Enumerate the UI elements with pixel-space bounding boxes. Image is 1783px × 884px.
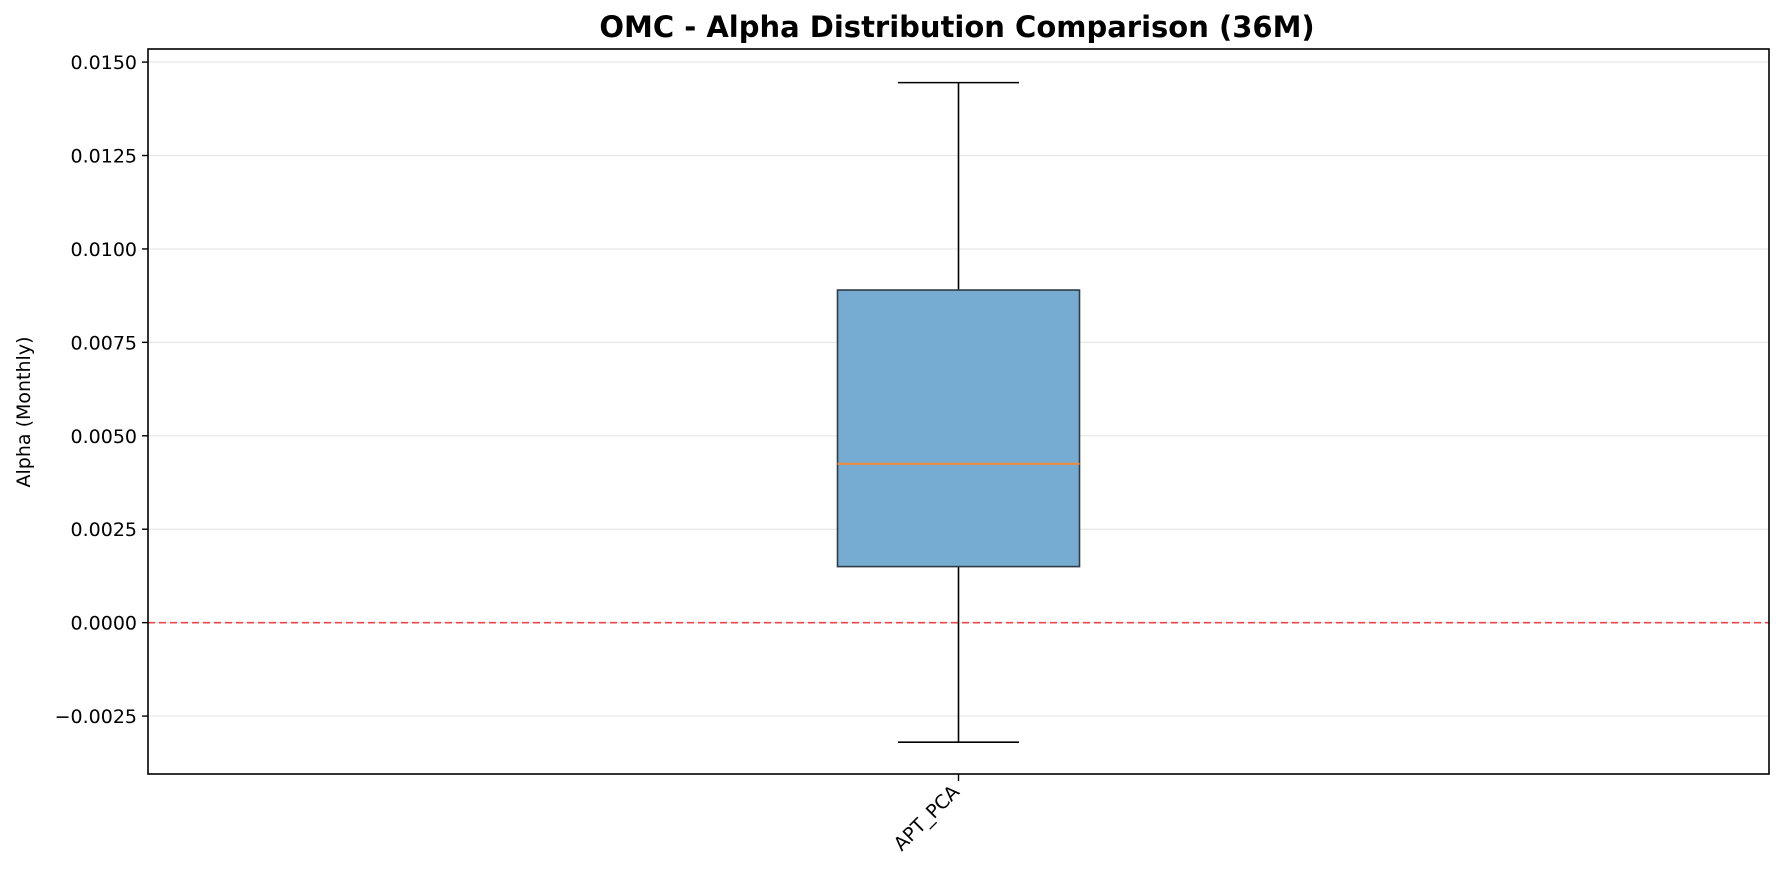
iqr-box-0	[836, 289, 1081, 568]
y-axis-label: Alpha (Monthly)	[13, 337, 35, 488]
y-tick-label-5: 0.0100	[71, 239, 137, 261]
chart-title: OMC - Alpha Distribution Comparison (36M…	[599, 10, 1314, 44]
box-plot-group	[836, 81, 1081, 744]
y-tick-label-6: 0.0125	[71, 146, 137, 168]
y-tick-label-2: 0.0025	[71, 519, 137, 541]
y-tick-label-4: 0.0075	[71, 332, 137, 354]
plot-area-frame	[147, 48, 1770, 775]
y-tick-label-1: 0.0000	[71, 613, 137, 635]
y-tick-label-7: 0.0150	[71, 52, 137, 74]
y-tick-label-0: −0.0025	[55, 706, 137, 728]
y-axis-ticks: −0.0025 0.0000 0.0025 0.0050 0.0075 0.0100 0.0…	[55, 52, 148, 728]
y-tick-label-3: 0.0050	[71, 426, 137, 448]
